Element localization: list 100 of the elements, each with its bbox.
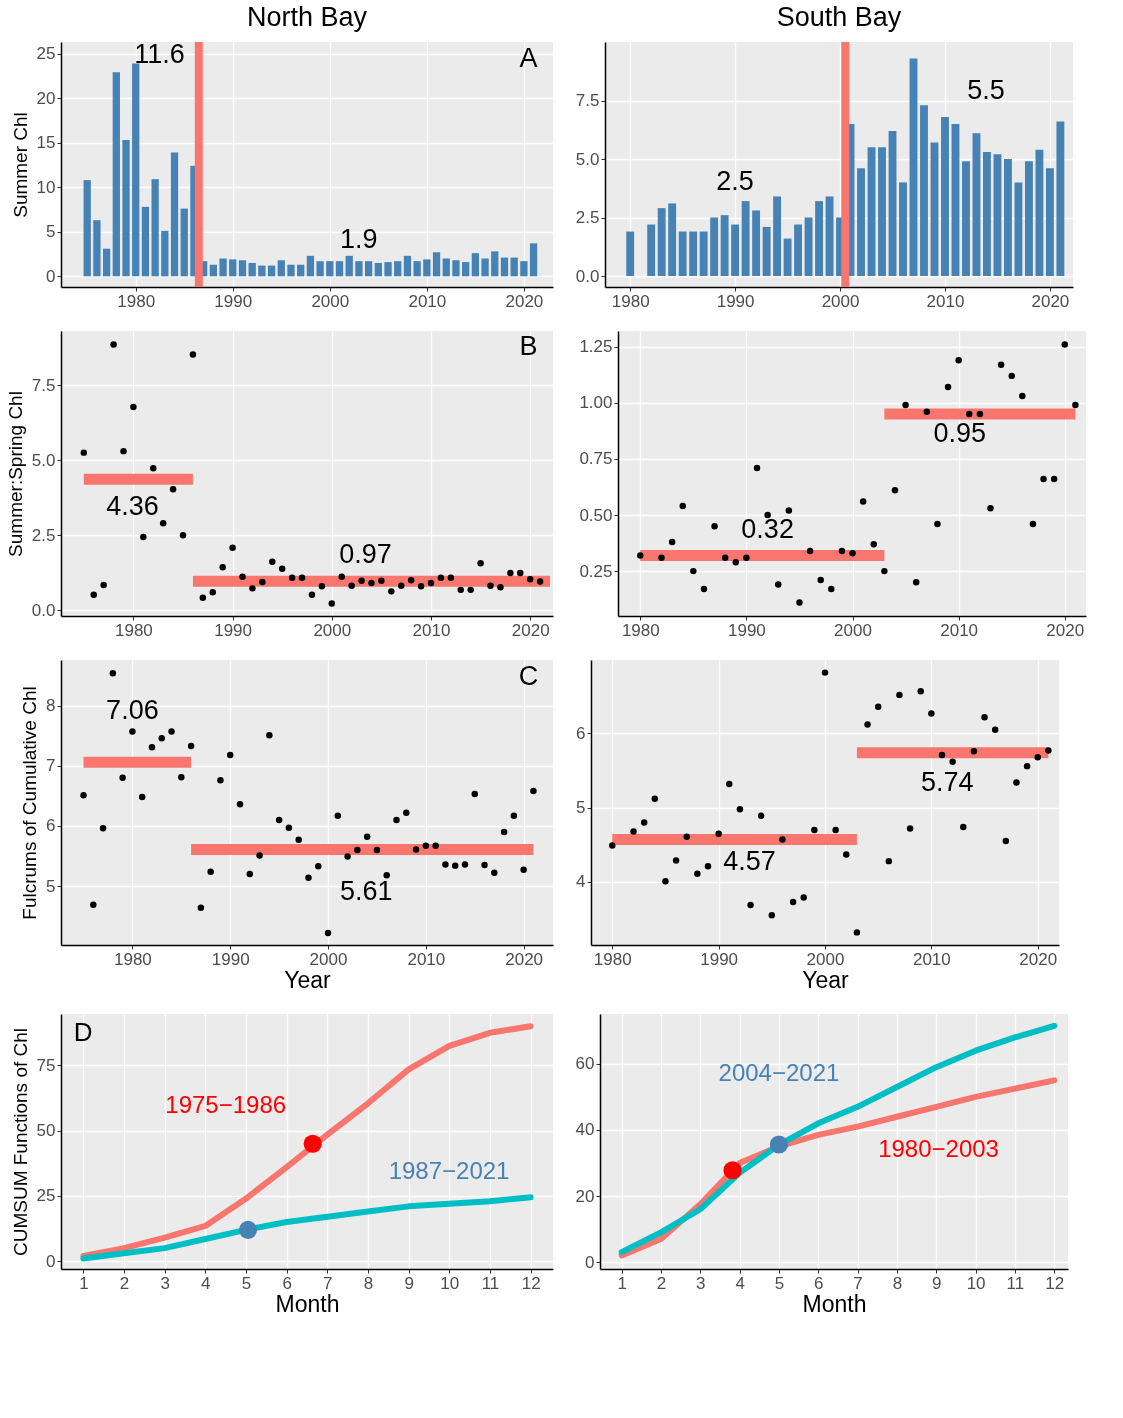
x-tick-label: 1980 (113, 949, 152, 969)
point (640, 819, 648, 826)
bar (364, 261, 373, 277)
point (668, 538, 676, 546)
point (338, 573, 345, 580)
point (775, 581, 782, 588)
bar (794, 224, 803, 276)
x-tick-label: 11 (1006, 1273, 1025, 1293)
point (991, 726, 999, 733)
point (976, 410, 984, 418)
bar (529, 243, 538, 277)
point (417, 583, 425, 590)
bar (481, 258, 489, 277)
point (970, 748, 978, 755)
y-tick-label: 2.5 (31, 525, 56, 545)
point (158, 734, 165, 742)
x-tick-label: 2020 (1019, 949, 1058, 969)
bar (899, 182, 907, 276)
x-tick-label: 2020 (1046, 620, 1085, 640)
point (442, 861, 449, 868)
bar (857, 168, 865, 276)
point (704, 863, 712, 870)
point (491, 869, 498, 877)
x-tick-label: 2010 (407, 949, 446, 969)
point (715, 830, 722, 837)
annotation: 4.57 (723, 845, 776, 876)
bar (1024, 161, 1033, 276)
y-tick-label: 7 (46, 756, 56, 776)
bar (1056, 121, 1065, 276)
annotation: 2.5 (716, 165, 754, 196)
point (1034, 753, 1041, 761)
x-tick-label: 3 (696, 1273, 706, 1293)
annotation: 5.5 (967, 75, 1005, 105)
bar (306, 255, 315, 277)
x-tick-label: 9 (404, 1273, 414, 1293)
x-tick-label: 8 (892, 1273, 903, 1293)
point (403, 809, 410, 816)
x-tick-label: 12 (521, 1273, 541, 1293)
point (987, 505, 994, 512)
point (90, 591, 97, 598)
point (354, 846, 361, 854)
point (138, 793, 146, 801)
x-tick-label: 7 (853, 1273, 863, 1293)
point (100, 581, 107, 589)
x-tick-label: 2020 (511, 620, 550, 640)
point (467, 586, 474, 594)
x-tick-label: 1980 (115, 620, 153, 640)
annotation: B (519, 330, 538, 361)
point (169, 486, 177, 493)
point (694, 870, 701, 877)
x-tick-label: 1990 (727, 620, 766, 640)
bar (710, 217, 719, 276)
point (981, 713, 988, 721)
y-axis-title: Fulcrums of Cumulative Chl (19, 686, 41, 920)
point (249, 585, 256, 592)
x-tick-label: 2000 (806, 949, 845, 969)
x-tick-label: 1980 (621, 620, 660, 640)
bar (678, 231, 687, 276)
bar (161, 230, 169, 277)
x-tick-label: 1980 (117, 291, 156, 311)
point (80, 449, 88, 456)
point (806, 547, 814, 555)
point (864, 721, 871, 728)
series-label: 1975−1986 (165, 1090, 287, 1118)
point (259, 578, 266, 586)
bar (122, 140, 130, 277)
bar (741, 201, 750, 276)
bar (326, 261, 334, 277)
point (1072, 401, 1079, 409)
y-tick-label: 5.0 (575, 149, 600, 169)
point (785, 507, 793, 514)
point (753, 464, 761, 472)
point (487, 582, 494, 589)
y-tick-label: 0 (46, 1251, 56, 1271)
y-tick-label: 8 (46, 696, 56, 716)
point (315, 863, 322, 870)
x-tick-label: 5 (774, 1273, 785, 1293)
annotation: 4.36 (106, 491, 159, 522)
y-tick-label: 40 (575, 1120, 595, 1140)
point (789, 898, 797, 906)
x-tick-label: 2020 (505, 949, 544, 969)
point (383, 872, 390, 879)
x-tick-label: 12 (1045, 1273, 1065, 1293)
bar (804, 217, 813, 276)
point (1019, 392, 1026, 400)
point (732, 558, 740, 566)
point (197, 904, 205, 911)
x-tick-label: 1990 (214, 291, 253, 311)
point (747, 901, 754, 909)
point (870, 540, 877, 548)
point (178, 774, 185, 781)
bar (491, 251, 499, 277)
text: 2004−2021 (718, 1059, 840, 1087)
bar (941, 116, 949, 276)
point (1040, 475, 1047, 483)
point (1061, 341, 1069, 348)
annotation: 0.32 (741, 514, 794, 545)
x-tick-label: 1990 (700, 949, 739, 969)
point (168, 728, 175, 735)
bar (626, 231, 635, 276)
